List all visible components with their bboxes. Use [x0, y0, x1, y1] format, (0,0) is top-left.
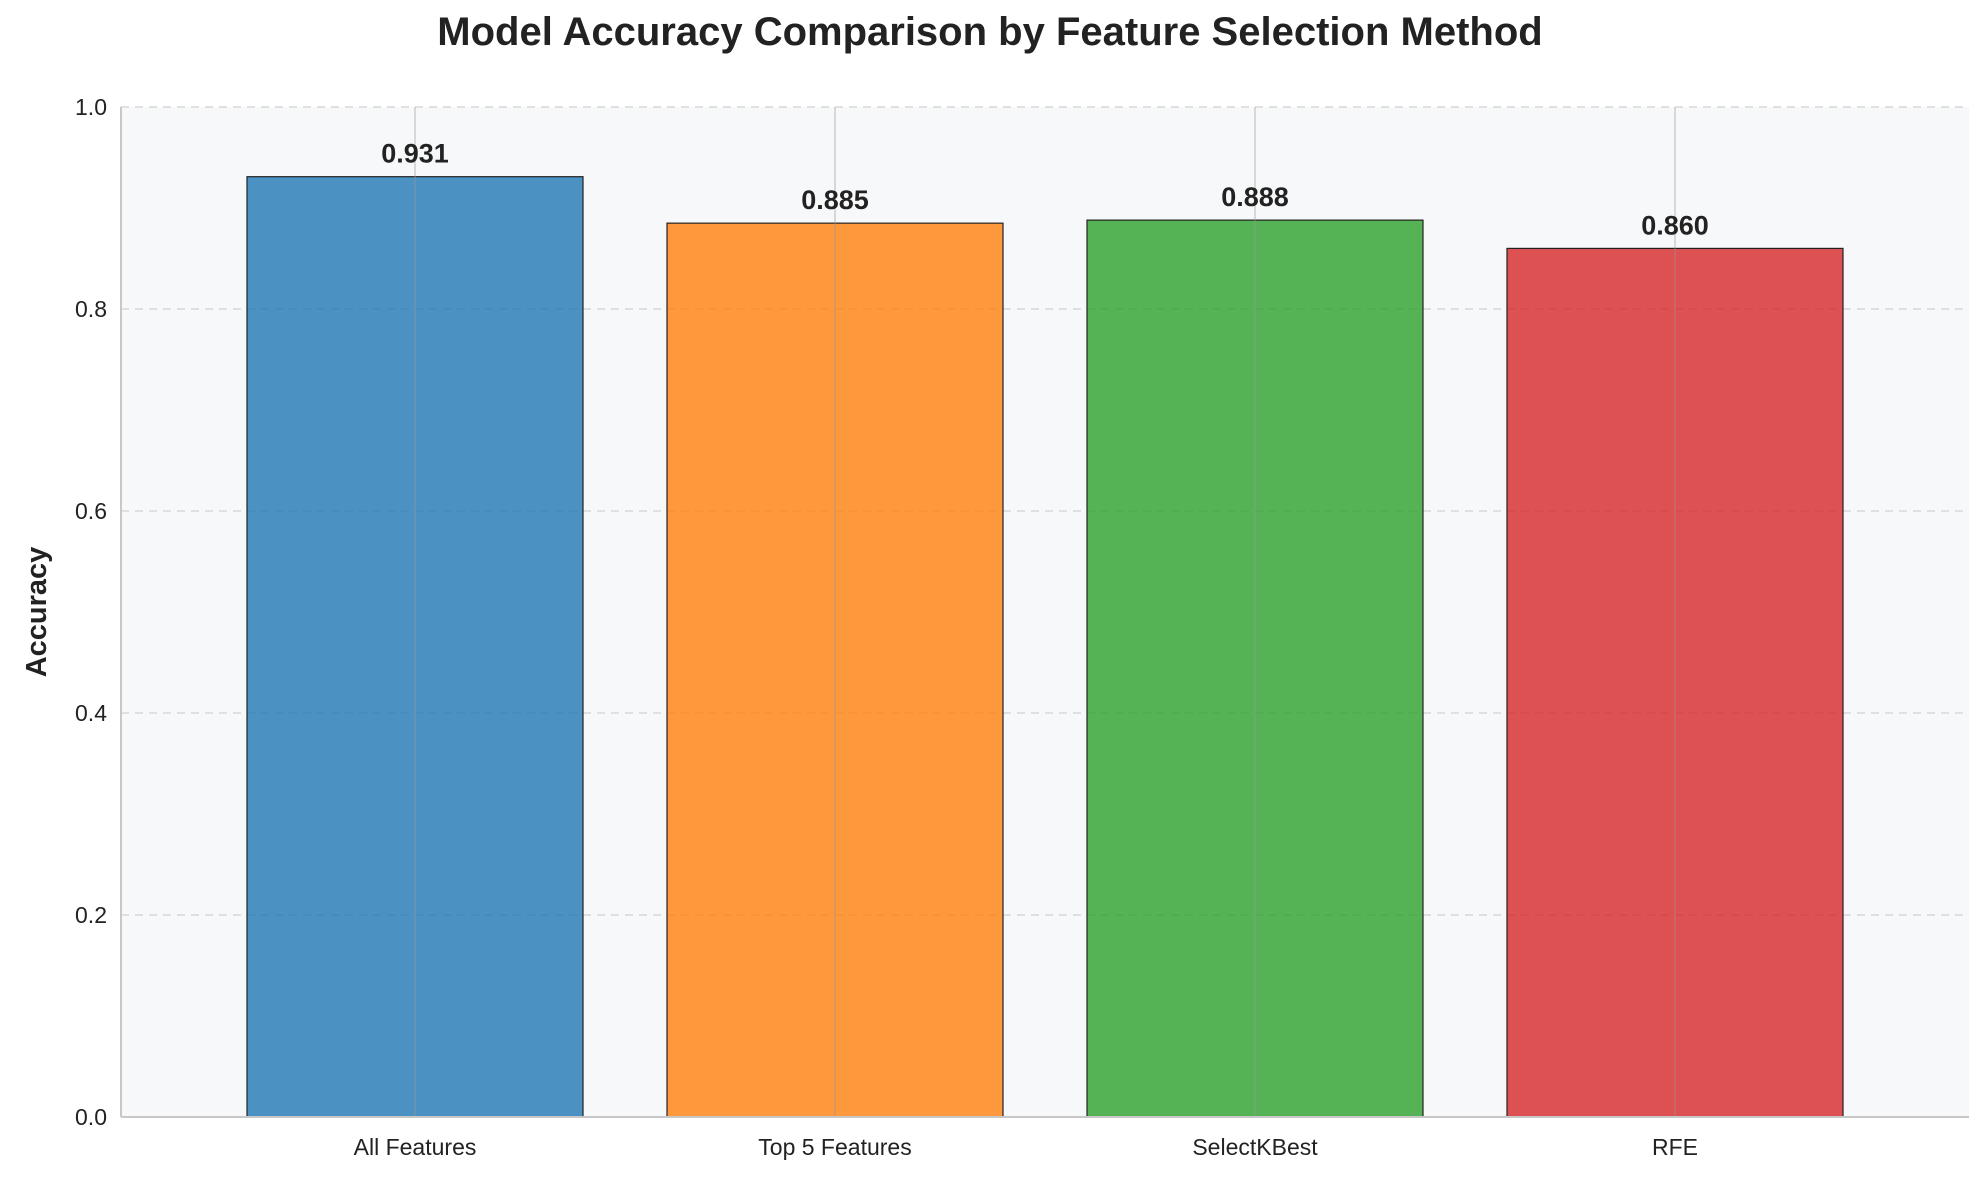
- y-tick-label: 0.8: [75, 296, 107, 322]
- y-tick-label: 0.0: [75, 1104, 107, 1130]
- y-tick-label: 0.6: [75, 498, 107, 524]
- y-axis-title: Accuracy: [21, 547, 53, 678]
- bar-value-label: 0.885: [801, 185, 869, 215]
- y-tick-label: 0.2: [75, 902, 107, 928]
- x-tick-label: Top 5 Features: [758, 1134, 911, 1160]
- y-tick-label: 0.4: [75, 700, 107, 726]
- vertical-grid-overlay: [414, 107, 1676, 1117]
- x-tick-label: SelectKBest: [1192, 1134, 1318, 1160]
- bar-selectkbest: [1086, 219, 1424, 1118]
- bars: [246, 176, 1844, 1118]
- axes: [120, 107, 1969, 1118]
- bar-value-label: 0.931: [381, 139, 449, 169]
- bar-top-5-features: [666, 222, 1004, 1118]
- bar-all-features: [246, 176, 584, 1118]
- bar-value-label: 0.860: [1641, 210, 1709, 240]
- bar-value-label: 0.888: [1221, 182, 1289, 212]
- y-tick-label: 1.0: [75, 94, 107, 120]
- bar-rfe: [1506, 247, 1844, 1118]
- chart-title: Model Accuracy Comparison by Feature Sel…: [437, 10, 1543, 54]
- x-tick-label: All Features: [354, 1134, 477, 1160]
- x-tick-label: RFE: [1652, 1134, 1698, 1160]
- labels: 0.0 0.2 0.4 0.6 0.8 1.0 All Features Top 5 Feat…: [21, 94, 1709, 1160]
